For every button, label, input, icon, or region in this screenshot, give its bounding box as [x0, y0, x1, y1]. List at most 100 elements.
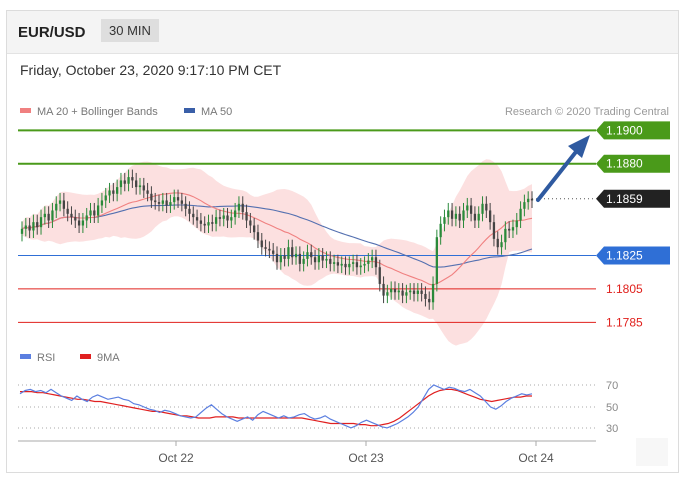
candle: [180, 192, 183, 212]
candle: [504, 221, 507, 250]
timeframe-badge[interactable]: 30 MIN: [101, 19, 159, 42]
candle: [28, 217, 31, 239]
price-area: 1.1900 1.1880 1.1859 1.1825 1.1805 1.1785: [18, 121, 670, 346]
candle: [336, 254, 340, 274]
candle: [492, 214, 496, 247]
candle: [462, 202, 465, 228]
candle: [325, 251, 328, 269]
candle: [412, 283, 416, 302]
candle: [20, 221, 24, 242]
level-tag-resistance: [596, 121, 670, 140]
candle: [214, 209, 218, 232]
candle: [154, 192, 157, 210]
candle: [348, 256, 351, 275]
x-tick-oct24: Oct 24: [518, 451, 554, 465]
candle: [294, 246, 298, 265]
ma50-legend-label: MA 50: [201, 106, 232, 118]
candle: [96, 197, 100, 223]
ma20-line: [21, 192, 533, 286]
candle: [443, 209, 446, 232]
candle: [279, 248, 282, 270]
rsi-line: [19, 384, 533, 429]
timestamp: Friday, October 23, 2020 9:17:10 PM CET: [20, 62, 282, 78]
candle: [127, 169, 130, 192]
candle: [123, 172, 126, 192]
candle: [249, 212, 252, 234]
candle: [359, 258, 362, 275]
candle: [367, 253, 370, 272]
candle: [321, 248, 324, 269]
candle: [409, 283, 412, 300]
candle: [313, 249, 317, 270]
candle: [454, 206, 458, 227]
candle: [55, 196, 58, 218]
level-label-last: 1.1859: [606, 192, 643, 206]
candle: [447, 202, 450, 225]
candle: [135, 172, 138, 195]
candle: [195, 209, 199, 228]
candle: [89, 202, 92, 223]
candle: [43, 206, 46, 225]
candle: [260, 233, 263, 255]
candle: [146, 182, 149, 202]
candle: [496, 231, 499, 255]
candle: [515, 212, 518, 235]
currency-pair: EUR/USD: [18, 24, 86, 41]
candle: [142, 177, 145, 198]
candle: [439, 216, 442, 245]
candle: [207, 214, 210, 234]
candle: [428, 291, 431, 310]
candle: [39, 209, 43, 235]
candle: [527, 191, 530, 210]
candle: [161, 192, 164, 212]
candle: [241, 196, 244, 220]
candle: [253, 217, 256, 240]
rsi-tick-30: 30: [606, 423, 618, 435]
candle: [298, 246, 301, 272]
candle: [306, 244, 309, 267]
candle: [256, 224, 260, 249]
credit-text: Research © 2020 Trading Central: [505, 106, 669, 118]
candle: [222, 207, 225, 227]
candle: [237, 196, 241, 218]
candle: [374, 249, 378, 275]
candle: [508, 221, 511, 239]
x-tick-oct23: Oct 23: [348, 451, 384, 465]
candle: [226, 207, 229, 228]
candle: [245, 204, 248, 228]
candle: [351, 254, 355, 272]
candle: [405, 284, 408, 304]
candle: [481, 196, 484, 222]
candle: [58, 192, 62, 212]
x-tick-oct22: Oct 22: [158, 451, 194, 465]
ma50-line: [21, 204, 533, 268]
candle: [344, 256, 347, 275]
candle: [116, 179, 119, 202]
candle: [211, 214, 214, 232]
candle: [176, 189, 180, 208]
rsi-legend-label: RSI: [37, 352, 55, 364]
candle: [24, 217, 27, 237]
level-tag-resistance: [596, 154, 670, 173]
candle: [184, 196, 187, 217]
rsi-tick-50: 50: [606, 402, 618, 414]
candle: [62, 192, 66, 217]
candle: [469, 197, 473, 222]
candle: [310, 244, 313, 265]
candle: [390, 281, 393, 300]
corner-button[interactable]: [636, 438, 668, 466]
candle: [275, 246, 279, 270]
chart-card: EUR/USD 30 MIN Friday, October 23, 2020 …: [6, 10, 679, 473]
candle: [85, 207, 88, 228]
candle: [397, 283, 400, 300]
candle: [287, 239, 290, 267]
candle: [424, 286, 427, 307]
candle: [131, 169, 134, 188]
candle: [93, 202, 96, 223]
candle: [363, 256, 366, 274]
candle: [104, 187, 107, 208]
candle: [157, 194, 161, 212]
candle: [74, 209, 77, 228]
rsi-ma-line: [20, 388, 532, 427]
candle: [81, 212, 85, 234]
